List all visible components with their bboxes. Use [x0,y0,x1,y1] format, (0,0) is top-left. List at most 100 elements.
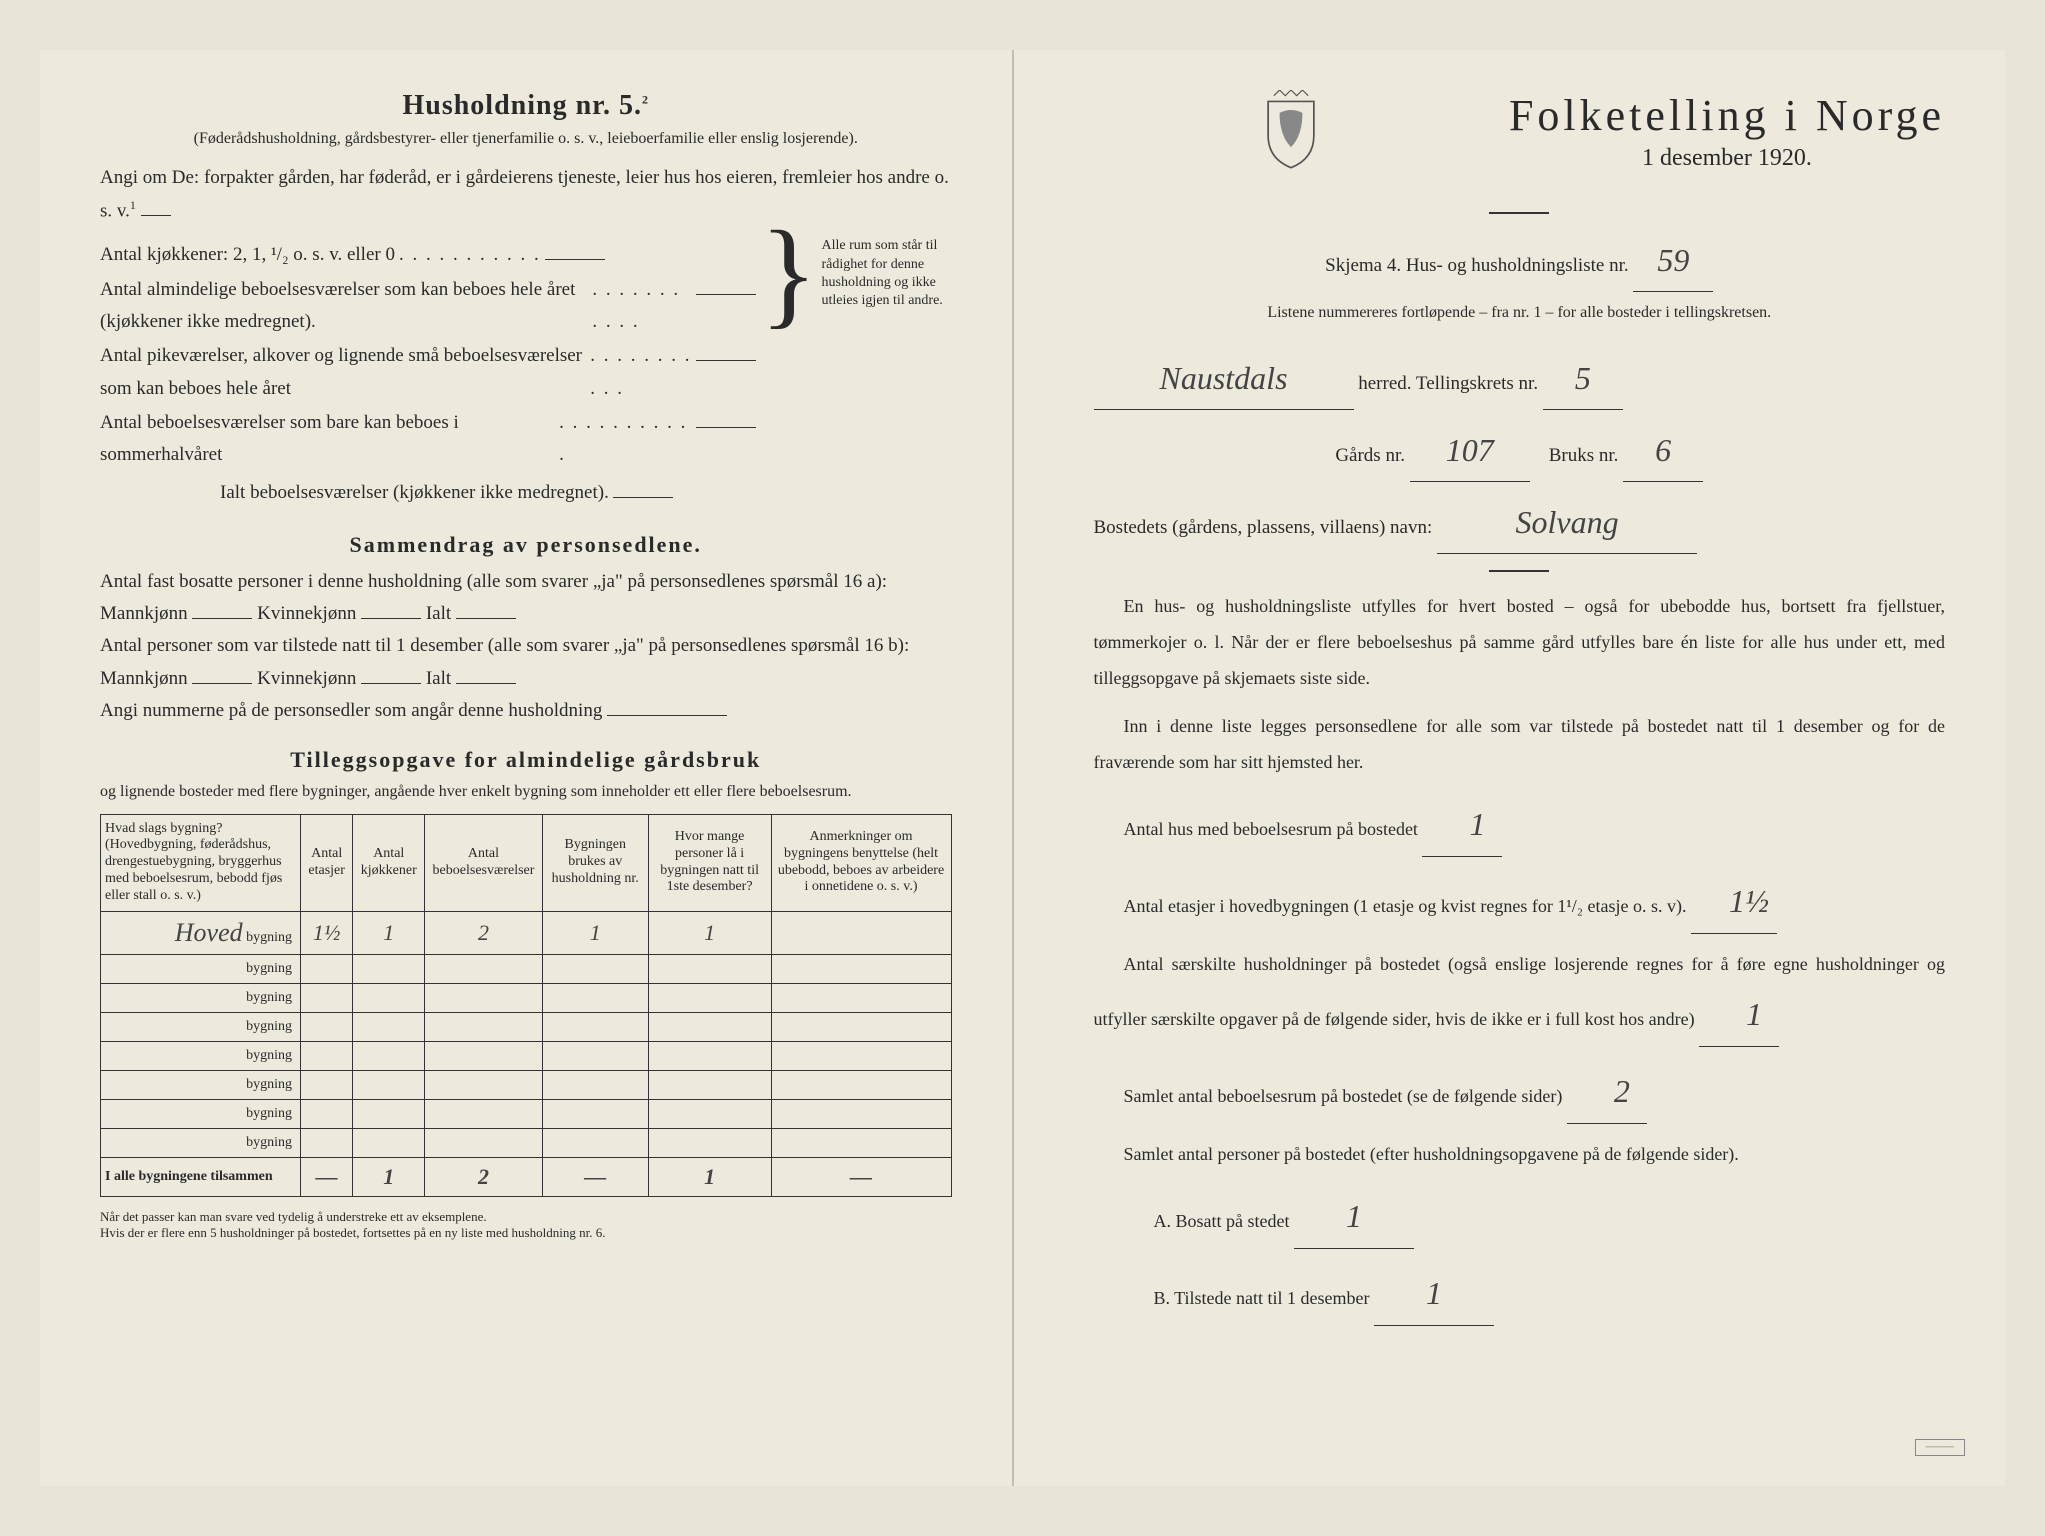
table-row: bygning [101,1041,952,1070]
angi-text: Angi om De: forpakter gården, har føderå… [100,167,949,221]
table-row: Hoved bygning 1½ 1 2 1 1 [101,911,952,954]
ialt2: Ialt [426,668,451,689]
gards-label: Gårds nr. [1335,445,1405,466]
left-page: Husholdning nr. 5.2 (Føderådshusholdning… [40,50,1014,1486]
instruction-para2: Inn i denne liste legges personsedlene f… [1094,708,1946,780]
maid-rooms-text: Antal pikeværelser, alkover og lignende … [100,340,586,405]
houses-label: Antal hus med beboelsesrum på bostedet [1124,819,1418,839]
supplement-sub: og lignende bosteder med flere bygninger… [100,781,952,803]
table-row: bygning [101,954,952,983]
present-b-value: 1 [1374,1261,1494,1326]
printer-stamp: ──── [1915,1439,1965,1456]
krets-nr: 5 [1543,348,1623,410]
empty-building: bygning [101,1041,301,1070]
table-row: bygning [101,1070,952,1099]
th-1: Antal etasjer [301,814,353,911]
households-value: 1 [1699,982,1779,1047]
k2-fill [361,683,421,684]
divider [1489,212,1549,214]
herred-value: Naustdals [1094,348,1354,410]
summary2-text: Antal personer som var tilstede natt til… [100,635,909,688]
farm-line: Gårds nr. 107 Bruks nr. 6 [1094,420,1946,482]
bygning-suffix: bygning [246,930,292,945]
angi-num-line: Angi nummerne på de personsedler som ang… [100,695,952,727]
bosted-value: Solvang [1437,492,1697,554]
ordinary-fill [696,294,756,295]
th-5: Hvor mange personer lå i bygningen natt … [648,814,771,911]
gards-nr: 107 [1410,420,1530,482]
r1c2: 1 [353,911,425,954]
residence-line: Bostedets (gårdens, plassens, villaens) … [1094,492,1946,554]
tc5: 1 [648,1157,771,1196]
total-persons-line: Samlet antal personer på bostedet (efter… [1094,1136,1946,1172]
i2-fill [456,683,516,684]
footnote: Når det passer kan man svare ved tydelig… [100,1209,952,1243]
coat-of-arms-icon [1261,90,1321,170]
maid-rooms-line: Antal pikeværelser, alkover og lignende … [100,340,756,405]
empty-building: bygning [101,1012,301,1041]
houses-count-line: Antal hus med beboelsesrum på bostedet 1 [1094,792,1946,857]
empty-building: bygning [101,1128,301,1157]
resident-a-label: A. Bosatt på stedet [1154,1211,1290,1231]
present-b-label: B. Tilstede natt til 1 desember [1154,1288,1370,1308]
supplement-title: Tilleggsopgave for almindelige gårdsbruk [100,747,952,773]
households-line: Antal særskilte husholdninger på bostede… [1094,946,1946,1047]
kvinne2: Kvinnekjønn [257,668,356,689]
herred-label: herred. Tellingskrets nr. [1358,373,1538,394]
summary-line2: Antal personer som var tilstede natt til… [100,630,952,695]
th-3: Antal beboelsesværelser [425,814,543,911]
table-row: bygning [101,983,952,1012]
m2-fill [192,683,252,684]
angi-sup: 1 [130,198,136,212]
heading-sup: 2 [642,93,649,107]
bruks-label: Bruks nr. [1549,445,1619,466]
tc1: — [301,1157,353,1196]
summer-rooms-text: Antal beboelsesværelser som bare kan beb… [100,407,555,472]
heading-text: Husholdning nr. 5. [402,90,642,121]
floors-label: Antal etasjer i hovedbygningen (1 etasje… [1124,896,1687,916]
right-page: Folketelling i Norge 1 desember 1920. Sk… [1014,50,2006,1486]
district-line: Naustdals herred. Tellingskrets nr. 5 [1094,348,1946,410]
tc3: 2 [425,1157,543,1196]
floors-line: Antal etasjer i hovedbygningen (1 etasje… [1094,869,1946,934]
empty-building: bygning [101,954,301,983]
summer-fill [696,427,756,428]
row1-hand: Hoved [175,918,243,947]
angi-line: Angi om De: forpakter gården, har føderå… [100,162,952,227]
angi-num-fill [607,715,727,716]
tc2: 1 [353,1157,425,1196]
dots [559,407,692,472]
dots [592,274,691,339]
angi-fill [141,215,171,216]
subheading: (Føderådshusholdning, gårdsbestyrer- ell… [100,128,952,150]
kvinne1: Kvinnekjønn [257,603,356,624]
i1-fill [456,618,516,619]
buildings-table: Hvad slags bygning? (Hovedbygning, føder… [100,814,952,1197]
brace-note: Alle rum som står til rådighet for denne… [822,237,952,310]
maid-fill [696,360,756,361]
dots [590,340,692,405]
main-title: Folketelling i Norge [1509,90,1945,141]
houses-value: 1 [1422,792,1502,857]
dots [399,239,541,271]
summary-title: Sammendrag av personsedlene. [100,532,952,558]
skjema-label: Skjema 4. Hus- og husholdningsliste nr. [1325,255,1628,276]
table-row: bygning [101,1099,952,1128]
form-number-line: Skjema 4. Hus- og husholdningsliste nr. … [1094,230,1946,292]
tc4: — [542,1157,648,1196]
m1-fill [192,618,252,619]
divider [1489,570,1549,572]
r1c3: 2 [425,911,543,954]
census-date: 1 desember 1920. [1509,145,1945,172]
k1-fill [361,618,421,619]
r1c5: 1 [648,911,771,954]
empty-building: bygning [101,1099,301,1128]
angi-num-text: Angi nummerne på de personsedler som ang… [100,700,602,721]
table-row: bygning [101,1128,952,1157]
ordinary-rooms-line: Antal almindelige beboelsesværelser som … [100,274,756,339]
r1c4: 1 [542,911,648,954]
total-rooms-line: Samlet antal beboelsesrum på bostedet (s… [1094,1059,1946,1124]
tc6: — [771,1157,951,1196]
total-rooms-line: Ialt beboelsesværelser (kjøkkener ikke m… [100,477,756,509]
bruks-nr: 6 [1623,420,1703,482]
